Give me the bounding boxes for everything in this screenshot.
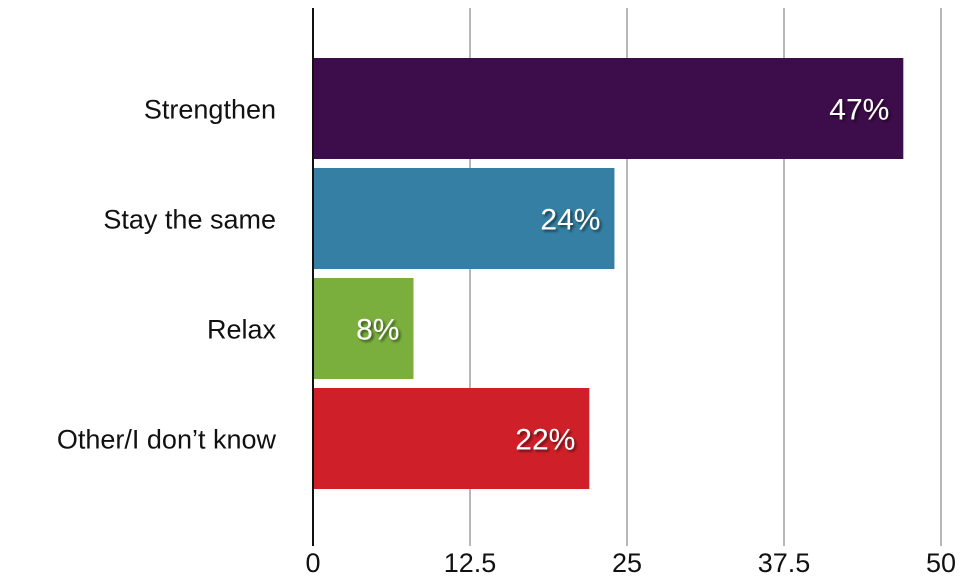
data-labels: 47% 24% 8% 22% (356, 94, 889, 457)
x-tick-label: 0 (305, 548, 320, 578)
x-tick-label: 50 (926, 548, 956, 578)
data-label: 22% (515, 424, 575, 457)
category-labels: Strengthen Stay the same Relax Other/I don’… (57, 95, 277, 455)
x-tick-label: 12.5 (444, 548, 497, 578)
category-label: Relax (207, 315, 277, 345)
bar (314, 168, 615, 269)
x-tick-labels: 0 12.5 25 37.5 50 (305, 548, 956, 578)
bar (314, 388, 590, 489)
x-tick-label: 25 (612, 548, 642, 578)
category-label: Strengthen (144, 95, 276, 125)
bar (314, 58, 904, 159)
category-label: Other/I don’t know (57, 425, 277, 455)
data-label: 8% (356, 314, 399, 347)
bars (314, 58, 904, 489)
data-label: 24% (540, 204, 600, 237)
data-label: 47% (829, 94, 889, 127)
category-label: Stay the same (103, 205, 276, 235)
bar (314, 278, 414, 379)
x-tick-label: 37.5 (758, 548, 811, 578)
